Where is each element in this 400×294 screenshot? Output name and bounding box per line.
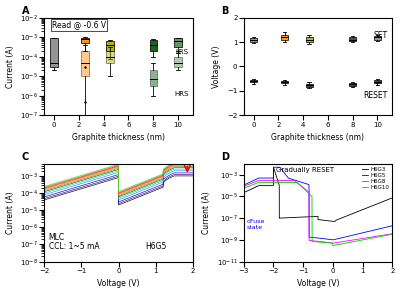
Legend: H6G3, H6G5, H6G8, H6G10: H6G3, H6G5, H6G8, H6G10 (360, 165, 391, 192)
H6G8 (387, 233, 392, 236)
Text: B: B (221, 6, 229, 16)
H6G5 (241, 183, 246, 187)
Text: HRS: HRS (174, 91, 188, 97)
Text: H6G5: H6G5 (145, 241, 167, 250)
H6G5 (371, 228, 376, 232)
Bar (374, 36, 381, 40)
H6G10 (390, 233, 395, 236)
Text: Gradually RESET: Gradually RESET (276, 167, 334, 173)
Text: SET: SET (374, 31, 388, 40)
Line: H6G3: H6G3 (244, 167, 392, 221)
Bar (349, 83, 356, 86)
Text: C: C (22, 152, 29, 162)
H6G3 (298, 216, 303, 219)
H6G3 (390, 196, 395, 200)
H6G8 (305, 189, 310, 193)
H6G10 (258, 181, 263, 184)
H6G10 (387, 233, 392, 237)
H6G8 (267, 179, 272, 182)
Y-axis label: Current (A): Current (A) (6, 45, 14, 88)
Y-axis label: Voltage (V): Voltage (V) (212, 45, 222, 88)
H6G5 (390, 224, 395, 228)
H6G5 (305, 182, 310, 186)
H6G5 (267, 176, 272, 180)
H6G8 (241, 185, 246, 188)
H6G10 (241, 186, 246, 190)
Bar (250, 39, 257, 42)
Text: dFuse
state: dFuse state (247, 219, 265, 230)
H6G3 (305, 215, 310, 219)
H6G5 (298, 180, 303, 184)
Bar (106, 51, 114, 63)
H6G5 (387, 225, 392, 228)
H6G3 (271, 166, 276, 169)
H6G3 (241, 191, 246, 194)
H6G8 (330, 241, 335, 245)
Bar (281, 81, 288, 83)
H6G10 (256, 181, 261, 184)
X-axis label: Voltage (V): Voltage (V) (97, 279, 140, 288)
H6G10 (330, 244, 335, 247)
H6G5 (271, 166, 276, 169)
H6G3 (330, 220, 335, 223)
Bar (306, 83, 313, 86)
H6G8 (258, 179, 263, 182)
Bar (349, 37, 356, 41)
H6G8 (390, 232, 395, 235)
H6G3 (258, 184, 263, 187)
Y-axis label: Current (A): Current (A) (202, 191, 211, 234)
Bar (374, 80, 381, 83)
Y-axis label: Current (A): Current (A) (6, 191, 14, 234)
H6G8 (298, 184, 303, 187)
Bar (174, 38, 182, 47)
X-axis label: Graphite thickness (nm): Graphite thickness (nm) (272, 133, 364, 142)
Text: CCL: 1~5 mA: CCL: 1~5 mA (49, 241, 99, 250)
Text: RESET: RESET (364, 91, 388, 100)
H6G5 (258, 176, 263, 180)
Bar (82, 38, 89, 43)
Line: H6G8: H6G8 (244, 181, 392, 243)
H6G10 (298, 184, 303, 188)
Line: H6G10: H6G10 (244, 182, 392, 245)
Bar (106, 41, 114, 51)
Bar (150, 70, 157, 86)
H6G3 (371, 204, 376, 207)
H6G8 (256, 179, 261, 182)
Bar (306, 37, 313, 42)
X-axis label: Graphite thickness (nm): Graphite thickness (nm) (72, 133, 165, 142)
H6G10 (305, 190, 310, 194)
H6G10 (371, 236, 376, 240)
Line: H6G5: H6G5 (244, 167, 392, 240)
X-axis label: Voltage (V): Voltage (V) (297, 279, 339, 288)
Bar (174, 57, 182, 67)
Bar (82, 51, 89, 76)
H6G3 (267, 184, 272, 187)
H6G3 (387, 197, 392, 201)
H6G5 (330, 238, 335, 242)
Text: D: D (221, 152, 229, 162)
Text: MLC: MLC (49, 233, 65, 242)
H6G10 (267, 181, 272, 184)
Text: A: A (22, 6, 30, 16)
Bar (150, 40, 157, 51)
Text: LRS: LRS (176, 49, 188, 55)
Text: Read @ -0.6 V: Read @ -0.6 V (52, 21, 106, 29)
Bar (250, 80, 257, 82)
Bar (281, 35, 288, 40)
Bar (50, 38, 58, 67)
H6G8 (371, 235, 376, 238)
